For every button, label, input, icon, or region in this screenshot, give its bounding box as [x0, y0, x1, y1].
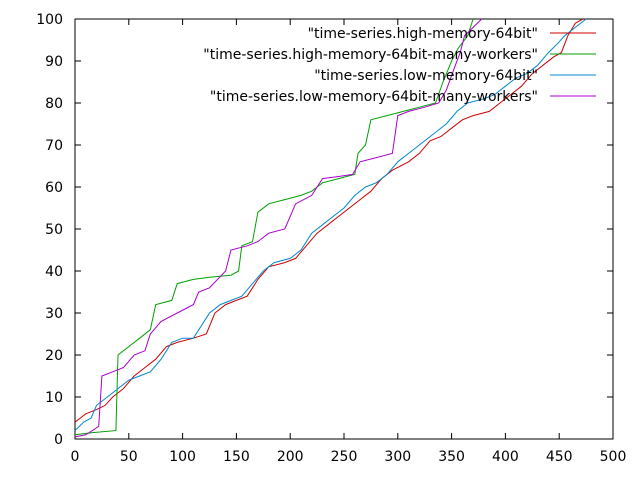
- legend-label-3: "time-series.low-memory-64bit": [314, 68, 538, 84]
- y-tick-label: 60: [45, 180, 63, 196]
- x-tick-label: 250: [331, 449, 358, 465]
- series-line-4: [74, 18, 483, 438]
- y-tick-label: 10: [45, 390, 63, 406]
- x-tick-label: 100: [169, 449, 196, 465]
- legend-label-4: "time-series.low-memory-64bit-many-worke…: [210, 89, 538, 105]
- series-line-2: [74, 18, 474, 436]
- y-tick-label: 70: [45, 138, 63, 154]
- y-tick-label: 40: [45, 264, 63, 280]
- legend-label-1: "time-series.high-memory-64bit": [308, 26, 538, 42]
- y-tick-label: 20: [45, 348, 63, 364]
- x-tick-label: 50: [120, 449, 138, 465]
- y-tick-label: 90: [45, 54, 63, 70]
- x-tick-label: 500: [600, 449, 627, 465]
- y-tick-label: 100: [36, 12, 63, 28]
- legend-label-2: "time-series.high-memory-64bit-many-work…: [203, 47, 538, 63]
- x-tick-label: 450: [546, 449, 573, 465]
- x-tick-label: 0: [71, 449, 80, 465]
- series-lines: [74, 18, 587, 438]
- legend: "time-series.high-memory-64bit" "time-ser…: [203, 26, 596, 105]
- x-tick-label: 400: [492, 449, 519, 465]
- series-line-1: [74, 18, 584, 423]
- y-tick-label: 80: [45, 96, 63, 112]
- y-axis: 0 10 20 30 40 50 60 70 80 90 100: [36, 12, 613, 448]
- x-tick-label: 150: [223, 449, 250, 465]
- y-tick-label: 0: [54, 432, 63, 448]
- x-axis: 0 50 100 150 200 250 300 350 400 450 500: [71, 19, 627, 465]
- y-tick-label: 30: [45, 306, 63, 322]
- series-line-3: [74, 18, 587, 431]
- y-tick-label: 50: [45, 222, 63, 238]
- x-tick-label: 350: [438, 449, 465, 465]
- x-tick-label: 200: [277, 449, 304, 465]
- x-tick-label: 300: [384, 449, 411, 465]
